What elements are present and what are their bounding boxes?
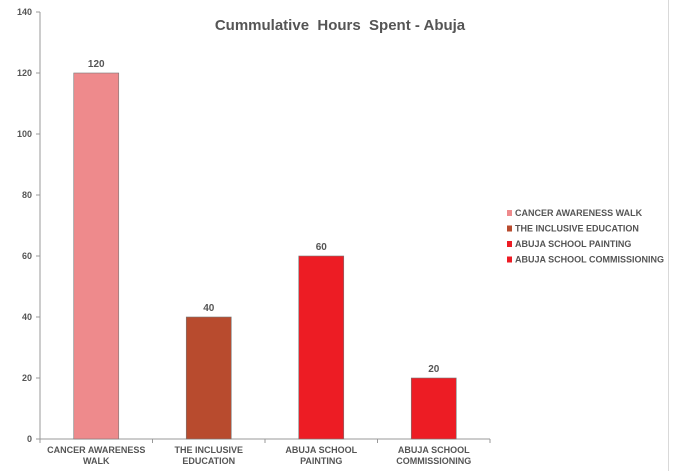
bar [73, 72, 120, 440]
legend-label: CANCER AWARENESS WALK [515, 208, 643, 218]
y-tick-label: 0 [27, 434, 32, 444]
y-tick-label: 140 [17, 7, 32, 17]
bar-value-label: 60 [316, 242, 328, 253]
y-tick-label: 100 [17, 129, 32, 139]
legend: CANCER AWARENESS WALK THE INCLUSIVE EDUCA… [507, 208, 664, 265]
legend-swatch [507, 241, 512, 247]
bar-value-label: 20 [428, 364, 440, 375]
legend-swatch [507, 256, 512, 263]
legend-swatch [507, 210, 512, 216]
bar [298, 255, 345, 440]
x-tick-label: ABUJA SCHOOL COMMISSIONING [396, 445, 471, 466]
bar [410, 377, 457, 440]
y-tick-label: 80 [22, 190, 32, 200]
frame-border [668, 0, 669, 471]
y-tick-label: 60 [22, 251, 32, 261]
y-tick-label: 120 [17, 68, 32, 78]
y-tick-label: 40 [22, 312, 32, 322]
legend-swatch [507, 225, 512, 232]
legend-label: ABUJA SCHOOL PAINTING [515, 239, 631, 249]
bar-value-label: 40 [203, 303, 215, 314]
bars: 120 CANCER AWARENESS WALK 40 THE INCLUSIVE ED… [47, 59, 471, 466]
bar-value-label: 120 [88, 59, 105, 70]
legend-label: THE INCLUSIVE EDUCATION [515, 224, 639, 234]
x-tick-label: ABUJA SCHOOL PAINTING [285, 445, 357, 466]
legend-label: ABUJA SCHOOL COMMISSIONING [515, 255, 664, 265]
chart-title: Cummulative Hours Spent - Abuja [215, 17, 466, 34]
bar [185, 316, 232, 440]
y-tick-label: 20 [22, 373, 32, 383]
x-tick-label: CANCER AWARENESS WALK [47, 445, 145, 466]
x-tick-label: THE INCLUSIVE EDUCATION [174, 445, 243, 466]
